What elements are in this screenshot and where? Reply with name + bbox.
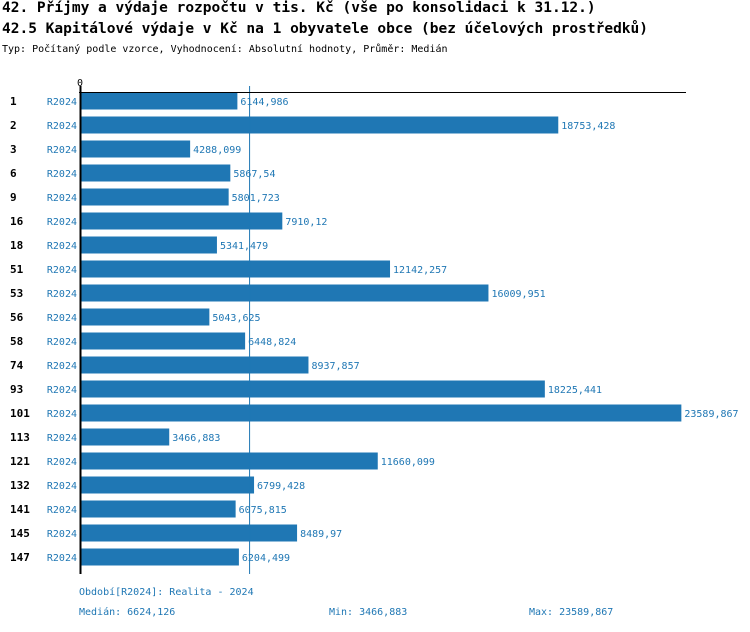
axis-zero-label: 0 bbox=[77, 78, 83, 89]
value-label: 6448,824 bbox=[248, 337, 296, 348]
value-label: 12142,257 bbox=[393, 265, 447, 276]
bar bbox=[81, 332, 246, 350]
category-label: 1 bbox=[10, 95, 17, 108]
category-label: 2 bbox=[10, 119, 17, 132]
bar bbox=[81, 308, 210, 326]
series-label: R2024 bbox=[47, 481, 77, 492]
chart-subtitle: 42.5 Kapitálové výdaje v Kč na 1 obyvate… bbox=[2, 21, 649, 37]
bar bbox=[81, 404, 682, 422]
category-label: 141 bbox=[10, 503, 30, 516]
category-label: 58 bbox=[10, 335, 23, 348]
series-label: R2024 bbox=[47, 409, 77, 420]
bar bbox=[81, 236, 217, 254]
value-label: 3466,883 bbox=[172, 433, 220, 444]
category-label: 3 bbox=[10, 143, 17, 156]
bar bbox=[81, 116, 559, 134]
footer-median: Medián: 6624,126 bbox=[79, 607, 176, 618]
value-label: 23589,867 bbox=[684, 409, 738, 420]
bar bbox=[81, 452, 378, 470]
category-label: 132 bbox=[10, 479, 30, 492]
series-label: R2024 bbox=[47, 529, 77, 540]
chart-type-line: Typ: Počítaný podle vzorce, Vyhodnocení:… bbox=[2, 44, 448, 55]
category-label: 53 bbox=[10, 287, 23, 300]
category-label: 6 bbox=[10, 167, 17, 180]
series-label: R2024 bbox=[47, 337, 77, 348]
bar bbox=[81, 356, 309, 374]
series-label: R2024 bbox=[47, 217, 77, 228]
footer-max: Max: 23589,867 bbox=[529, 607, 614, 618]
series-label: R2024 bbox=[47, 121, 77, 132]
value-label: 16009,951 bbox=[491, 289, 545, 300]
value-label: 4288,099 bbox=[193, 145, 241, 156]
category-label: 145 bbox=[10, 527, 30, 540]
value-label: 18753,428 bbox=[561, 121, 615, 132]
value-label: 5867,54 bbox=[233, 169, 275, 180]
value-label: 7910,12 bbox=[285, 217, 327, 228]
bar bbox=[81, 164, 231, 182]
value-label: 11660,099 bbox=[381, 457, 435, 468]
bar bbox=[81, 140, 191, 158]
bar bbox=[81, 92, 238, 110]
category-label: 16 bbox=[10, 215, 24, 228]
series-label: R2024 bbox=[47, 553, 77, 564]
value-label: 6144,986 bbox=[240, 97, 288, 108]
category-label: 93 bbox=[10, 383, 23, 396]
category-label: 147 bbox=[10, 551, 30, 564]
bar bbox=[81, 524, 298, 542]
series-label: R2024 bbox=[47, 361, 77, 372]
value-label: 6204,499 bbox=[242, 553, 290, 564]
series-label: R2024 bbox=[47, 385, 77, 396]
value-label: 5341,479 bbox=[220, 241, 268, 252]
bar bbox=[81, 428, 170, 446]
series-label: R2024 bbox=[47, 457, 77, 468]
bar bbox=[81, 548, 239, 566]
series-label: R2024 bbox=[47, 505, 77, 516]
series-label: R2024 bbox=[47, 193, 77, 204]
series-label: R2024 bbox=[47, 97, 77, 108]
value-label: 8937,857 bbox=[311, 361, 359, 372]
series-label: R2024 bbox=[47, 241, 77, 252]
bar bbox=[81, 500, 236, 518]
bar bbox=[81, 260, 391, 278]
footer-min: Min: 3466,883 bbox=[329, 607, 408, 618]
value-label: 8489,97 bbox=[300, 529, 342, 540]
bar bbox=[81, 212, 283, 230]
series-label: R2024 bbox=[47, 289, 77, 300]
value-label: 5043,625 bbox=[212, 313, 260, 324]
series-label: R2024 bbox=[47, 265, 77, 276]
value-label: 6075,815 bbox=[239, 505, 287, 516]
series-label: R2024 bbox=[47, 433, 77, 444]
chart-title: 42. Příjmy a výdaje rozpočtu v tis. Kč (… bbox=[2, 0, 596, 16]
category-label: 121 bbox=[10, 455, 30, 468]
series-label: R2024 bbox=[47, 169, 77, 180]
series-label: R2024 bbox=[47, 313, 77, 324]
category-label: 51 bbox=[10, 263, 24, 276]
series-label: R2024 bbox=[47, 145, 77, 156]
bar bbox=[81, 188, 229, 206]
bar bbox=[81, 380, 545, 398]
category-label: 56 bbox=[10, 311, 24, 324]
bar bbox=[81, 284, 489, 302]
category-label: 9 bbox=[10, 191, 17, 204]
value-label: 18225,441 bbox=[548, 385, 602, 396]
category-label: 18 bbox=[10, 239, 23, 252]
category-label: 101 bbox=[10, 407, 30, 420]
bar bbox=[81, 476, 255, 494]
footer-period: Období[R2024]: Realita - 2024 bbox=[79, 587, 254, 598]
category-label: 113 bbox=[10, 431, 30, 444]
value-label: 5801,723 bbox=[232, 193, 280, 204]
value-label: 6799,428 bbox=[257, 481, 305, 492]
category-label: 74 bbox=[10, 359, 24, 372]
